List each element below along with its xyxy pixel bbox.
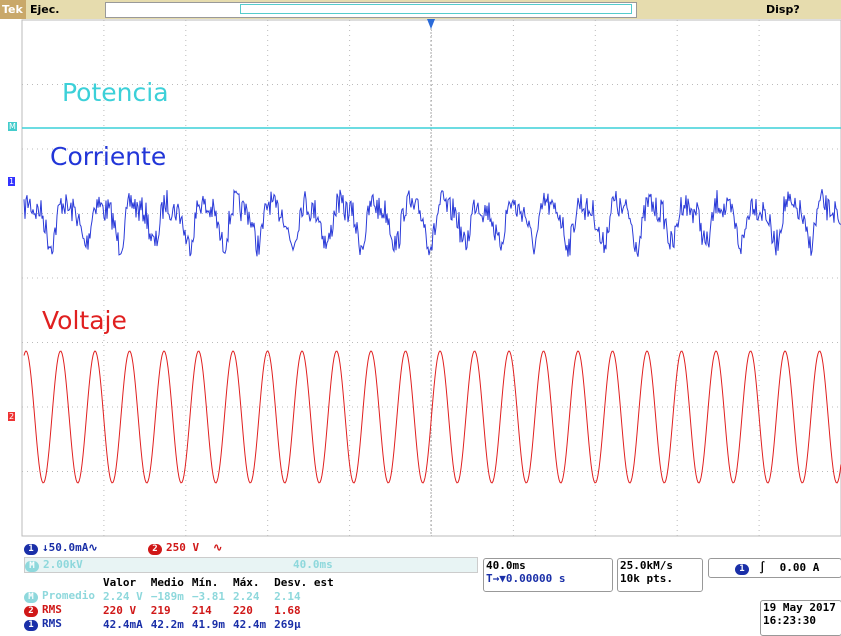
run-status: Ejec. [30, 3, 59, 16]
trace-label: Voltaje [42, 306, 127, 335]
trigger-box: 1 ∫ 0.00 A [708, 558, 841, 578]
coupling: ∿ [213, 541, 222, 554]
value: 42.2m [151, 617, 192, 631]
timebase-position: T→▼0.00000 s [484, 572, 612, 585]
value: 219 [151, 603, 192, 617]
time: 16:23:30 [761, 614, 841, 627]
channel-marker: M [8, 122, 17, 131]
column-header: Medio [151, 575, 192, 589]
value: 2.24 [233, 589, 274, 603]
position: ▼0.00000 s [499, 572, 565, 585]
brand: Tek [2, 3, 23, 16]
math-time: 40.0ms [293, 558, 333, 571]
scale: ↓50.0mA∿ [42, 541, 98, 554]
slope: ∫ [759, 561, 766, 574]
channel-scale: 1 ↓50.0mA∿ [24, 541, 98, 555]
cell [24, 575, 103, 589]
math-scale: 2.00kV [43, 558, 83, 571]
level: 0.00 A [780, 561, 820, 574]
value: −3.81 [192, 589, 233, 603]
value: 2.14 [274, 589, 342, 603]
channel-marker: 1 [8, 177, 15, 186]
channel-marker: 2 [8, 412, 15, 421]
cell: 1 RMS [24, 617, 103, 631]
cell: M Promedio [24, 589, 103, 603]
acquisition-box: 25.0kM/s 10k pts. [617, 558, 703, 592]
clock-box: 19 May 2017 16:23:30 [760, 600, 841, 636]
record-length: 10k pts. [618, 572, 702, 585]
value: −189m [151, 589, 192, 603]
scale: 250 V [166, 541, 199, 554]
value: 220 V [103, 603, 151, 617]
value: 41.9m [192, 617, 233, 631]
record-window [240, 4, 632, 14]
column-header: Desv. est [274, 575, 342, 589]
trigger-status: Disp? [766, 3, 800, 16]
badge: M [25, 561, 39, 572]
value: 1.68 [274, 603, 342, 617]
channel-scale: 2 250 V ∿ [148, 541, 222, 555]
value: 214 [192, 603, 233, 617]
column-header: Valor [103, 575, 151, 589]
badge: 2 [24, 606, 38, 617]
measure-type: RMS [42, 617, 62, 630]
measure-type: RMS [42, 603, 62, 616]
value: 42.4m [233, 617, 274, 631]
timebase-scale: 40.0ms [484, 559, 612, 572]
column-header: Máx. [233, 575, 274, 589]
trace-label: Potencia [62, 78, 169, 107]
column-header: Mín. [192, 575, 233, 589]
value: 42.4mA [103, 617, 151, 631]
math-row: M 2.00kV 40.0ms [24, 557, 478, 573]
value: 2.24 V [103, 589, 151, 603]
badge: 1 [735, 564, 749, 575]
page: Tek Ejec. Disp? Potencia Corriente Volta… [0, 0, 841, 635]
cell: 2 RMS [24, 603, 103, 617]
position-icon: T→ [486, 572, 499, 585]
badge: 1 [24, 544, 38, 555]
sample-rate: 25.0kM/s [618, 559, 702, 572]
value: 269µ [274, 617, 342, 631]
badge: 1 [24, 620, 38, 631]
timebase-box: 40.0ms T→▼0.00000 s [483, 558, 613, 592]
trace-label: Corriente [50, 142, 166, 171]
date: 19 May 2017 [761, 601, 841, 614]
badge: M [24, 592, 38, 603]
badge: 2 [148, 544, 162, 555]
measure-type: Promedio [42, 589, 95, 602]
value: 220 [233, 603, 274, 617]
